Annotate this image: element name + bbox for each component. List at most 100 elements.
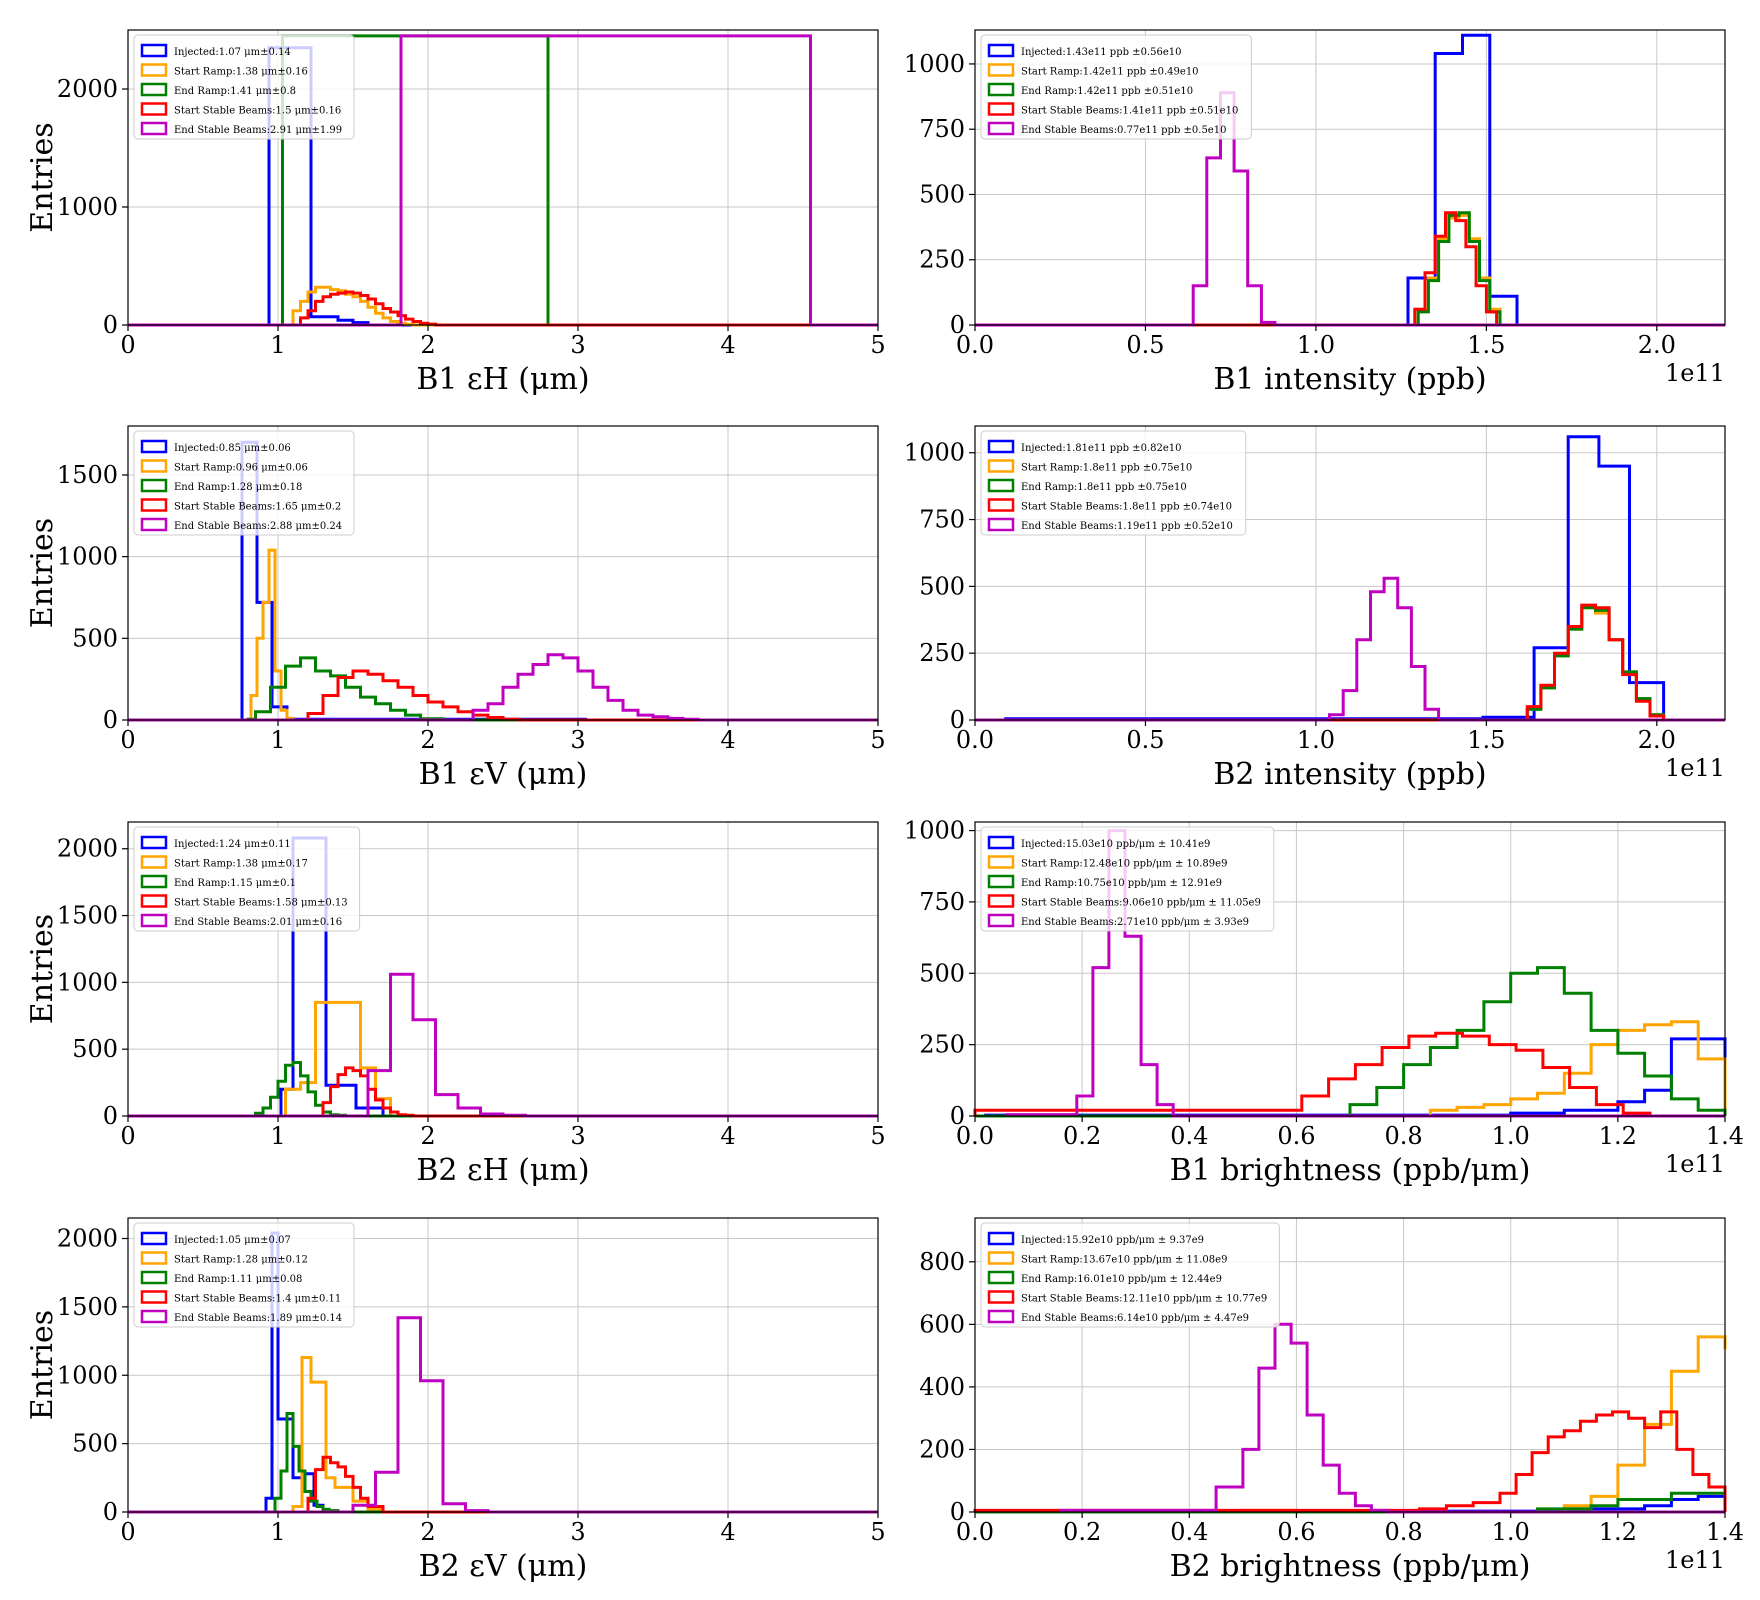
legend-swatch-1 xyxy=(140,1231,168,1246)
legend-entry-2: Start Ramp:1.8e11 ppb ±0.75e10 xyxy=(1021,463,1192,474)
y-tick-label: 2000 xyxy=(57,75,118,103)
legend-swatch-3 xyxy=(987,478,1015,493)
series-line-end-stable-beams xyxy=(128,1316,878,1514)
x-tick-label: 1 xyxy=(270,331,285,359)
legend-entry-5: End Stable Beams:1.19e11 ppb ±0.52e10 xyxy=(1021,521,1233,532)
series-line-end-ramp xyxy=(128,656,878,722)
y-tick-label: 1000 xyxy=(904,50,965,78)
series-line-injected xyxy=(1004,435,1725,722)
x-offset-text: 1e11 xyxy=(1665,754,1725,782)
legend: Injected:1.05 μm±0.07 Start Ramp:1.28 μm±… xyxy=(133,1222,355,1328)
series-line-start-ramp xyxy=(128,285,878,327)
x-tick-label: 0.4 xyxy=(1170,1122,1208,1150)
y-tick-label: 0 xyxy=(950,1102,965,1130)
y-axis-label: Entries xyxy=(25,914,60,1024)
legend-swatch-2 xyxy=(987,63,1015,77)
x-tick-label: 4 xyxy=(720,726,735,754)
legend-entry-2: Start Ramp:0.96 μm±0.06 xyxy=(174,463,308,474)
legend-swatch-2 xyxy=(987,459,1015,473)
legend-entry-1: Injected:0.85 μm±0.06 xyxy=(174,443,291,454)
legend-box xyxy=(980,826,1275,932)
x-tick-label: 1.5 xyxy=(1467,726,1505,754)
legend-swatch-5 xyxy=(987,121,1015,136)
x-offset-text: 1e11 xyxy=(1665,1150,1725,1178)
series-line-end-ramp xyxy=(975,211,1725,327)
legend-entry-2: Start Ramp:1.42e11 ppb ±0.49e10 xyxy=(1021,67,1199,78)
y-tick-label: 250 xyxy=(919,1031,965,1059)
legend-entry-4: Start Stable Beams:9.06e10 ppb/μm ± 11.0… xyxy=(1021,898,1261,909)
legend-swatch-5 xyxy=(140,517,168,532)
axes-frame xyxy=(127,821,879,1117)
chart-panel-7: 0 1 2 3 4 5 0 500 1000 1500 2000 B2 εV (μm) Entries I… xyxy=(25,1217,886,1584)
y-tick-label: 500 xyxy=(919,180,965,208)
axes-frame xyxy=(974,821,1726,1117)
series-line-start-stable-beams xyxy=(128,1455,878,1514)
legend-swatch-2 xyxy=(987,1251,1015,1265)
chart-panel-3: 0 1 2 3 4 5 0 500 1000 1500 B1 εV (μm) Entries Injec… xyxy=(25,425,886,792)
series-line-end-stable-beams xyxy=(128,972,878,1118)
legend: Injected:1.07 μm±0.14 Start Ramp:1.38 μm±… xyxy=(133,34,355,140)
legend-swatch-4 xyxy=(987,498,1015,512)
legend: Injected:0.85 μm±0.06 Start Ramp:0.96 μm±… xyxy=(133,430,355,536)
legend-swatch-3 xyxy=(140,1270,168,1285)
legend-swatch-1 xyxy=(140,835,168,850)
y-axis-label: Entries xyxy=(25,1310,60,1420)
legend-swatch-3 xyxy=(987,82,1015,97)
legend-entry-2: Start Ramp:1.28 μm±0.12 xyxy=(174,1255,308,1266)
legend-entry-2: Start Ramp:1.38 μm±0.16 xyxy=(174,67,308,78)
legend-box xyxy=(133,1222,355,1328)
chart-panel-5: 0 1 2 3 4 5 0 500 1000 1500 2000 B2 εH (μm) Entries I… xyxy=(25,821,886,1188)
legend-box xyxy=(133,826,361,932)
axes-frame xyxy=(974,1217,1726,1513)
y-tick-label: 0 xyxy=(950,311,965,339)
x-tick-label: 0.5 xyxy=(1126,726,1164,754)
y-tick-label: 500 xyxy=(72,624,118,652)
x-tick-label: 1 xyxy=(270,1122,285,1150)
legend-swatch-1 xyxy=(987,439,1015,454)
x-tick-label: 0.0 xyxy=(956,1122,994,1150)
series-line-start-stable-beams xyxy=(128,290,878,327)
legend: Injected:15.92e10 ppb/μm ± 9.37e9 Start R… xyxy=(980,1222,1280,1328)
legend: Injected:15.03e10 ppb/μm ± 10.41e9 Start … xyxy=(980,826,1275,932)
y-tick-label: 400 xyxy=(919,1373,965,1401)
y-tick-label: 0 xyxy=(103,1102,118,1130)
y-tick-label: 1500 xyxy=(57,902,118,930)
series-line-end-stable-beams xyxy=(1059,1322,1725,1514)
x-tick-label: 1.4 xyxy=(1706,1518,1744,1546)
legend-entry-1: Injected:15.03e10 ppb/μm ± 10.41e9 xyxy=(1021,839,1210,850)
series-line-start-stable-beams xyxy=(128,669,878,722)
legend-entry-5: End Stable Beams:2.91 μm±1.99 xyxy=(174,125,342,136)
legend-box xyxy=(133,34,355,140)
legend-box xyxy=(133,430,355,536)
x-tick-label: 5 xyxy=(870,1122,885,1150)
legend-entry-1: Injected:15.92e10 ppb/μm ± 9.37e9 xyxy=(1021,1235,1204,1246)
chart-panel-2: 0.0 0.5 1.0 1.5 2.0 0 250 500 750 1000 B1 intensit… xyxy=(904,29,1726,397)
x-tick-label: 1 xyxy=(270,1518,285,1546)
y-tick-label: 500 xyxy=(919,959,965,987)
y-tick-label: 1500 xyxy=(57,461,118,489)
axes-frame xyxy=(974,425,1726,721)
legend-entry-4: Start Stable Beams:1.8e11 ppb ±0.74e10 xyxy=(1021,502,1232,513)
legend-entry-4: Start Stable Beams:1.58 μm±0.13 xyxy=(174,898,348,909)
x-tick-label: 0.5 xyxy=(1126,331,1164,359)
x-tick-label: 0.0 xyxy=(956,331,994,359)
y-tick-label: 1000 xyxy=(904,439,965,467)
x-tick-label: 0.2 xyxy=(1063,1122,1101,1150)
x-tick-label: 4 xyxy=(720,1518,735,1546)
legend-box xyxy=(980,1222,1280,1328)
legend-entry-1: Injected:1.24 μm±0.11 xyxy=(174,839,291,850)
x-tick-label: 1.5 xyxy=(1467,331,1505,359)
x-tick-label: 1.2 xyxy=(1599,1518,1637,1546)
y-tick-label: 1000 xyxy=(57,543,118,571)
legend-swatch-5 xyxy=(140,1309,168,1324)
legend-entry-2: Start Ramp:12.48e10 ppb/μm ± 10.89e9 xyxy=(1021,859,1227,870)
x-tick-label: 0.6 xyxy=(1277,1122,1315,1150)
axes-frame xyxy=(974,29,1726,326)
x-axis-label: B2 intensity (ppb) xyxy=(1213,757,1486,792)
legend-entry-2: Start Ramp:1.38 μm±0.17 xyxy=(174,859,308,870)
x-tick-label: 0 xyxy=(120,1518,135,1546)
x-axis-label: B2 brightness (ppb/μm) xyxy=(1170,1549,1531,1584)
x-axis-label: B1 brightness (ppb/μm) xyxy=(1170,1153,1531,1188)
legend-entry-4: Start Stable Beams:12.11e10 ppb/μm ± 10.… xyxy=(1021,1294,1267,1305)
